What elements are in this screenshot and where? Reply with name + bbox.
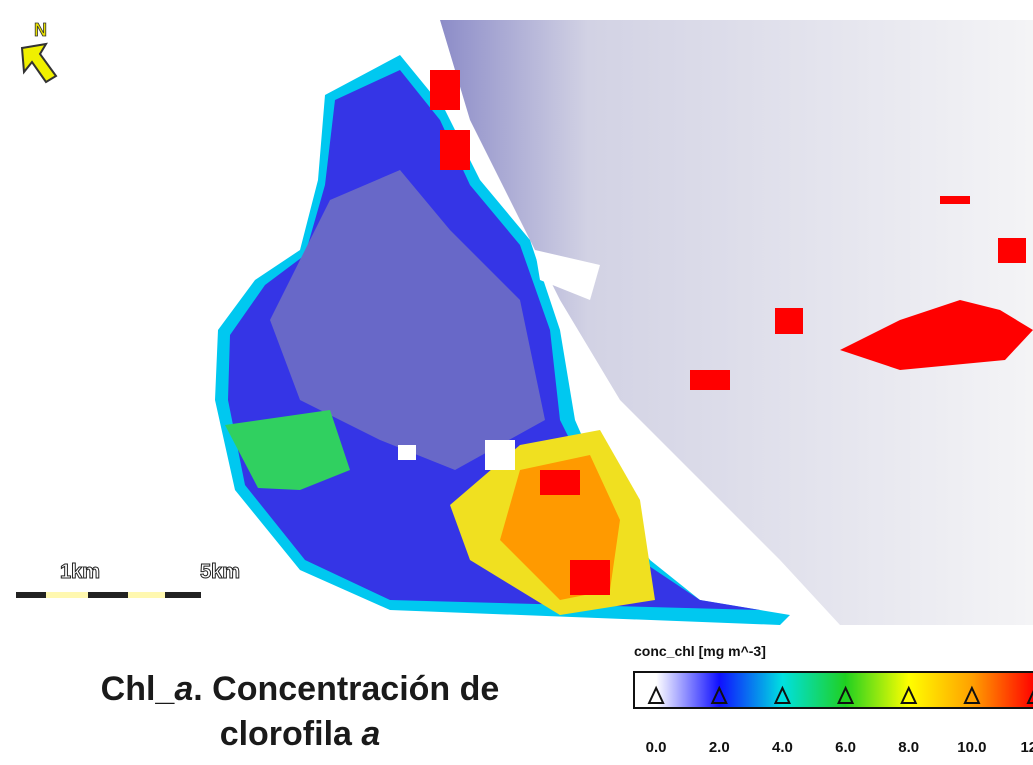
page: N 1km 5km Chl_a. Concentración de clorof…: [0, 0, 1033, 765]
red-spot: [430, 70, 460, 110]
red-spot: [540, 470, 580, 495]
caption-part: clorofila: [220, 715, 362, 753]
scale-segment: [16, 592, 46, 598]
scale-segment: [165, 592, 201, 598]
colorbar-title: conc_chl [mg m^-3]: [634, 643, 766, 659]
scale-label: 1km: [60, 561, 100, 583]
tick-label: 6.0: [835, 739, 856, 756]
scale-bar: 1km 5km: [16, 561, 240, 598]
colorbar: conc_chl [mg m^-3] 0.0 2.0 4.0 6.0 8.0 10.0 12…: [634, 643, 1033, 756]
red-patch: [775, 308, 803, 334]
north-arrow: N: [22, 20, 56, 82]
north-label: N: [34, 20, 47, 40]
caption-part: a: [361, 715, 380, 753]
scale-segment: [88, 592, 128, 598]
caption: Chl_a. Concentración de: [101, 670, 500, 708]
caption-part: a: [174, 670, 193, 708]
tick-label: 12.0: [1020, 739, 1033, 756]
tick-label: 2.0: [709, 739, 730, 756]
caption-part: . Concentración de: [193, 670, 499, 708]
red-patch: [690, 370, 730, 390]
red-spot: [570, 560, 610, 595]
map: [215, 20, 1033, 625]
white-gap: [485, 440, 515, 470]
caption-part: Chl_: [101, 670, 176, 708]
red-patch: [940, 196, 970, 204]
tick-label: 0.0: [646, 739, 667, 756]
tick-label: 8.0: [898, 739, 919, 756]
tick-label: 4.0: [772, 739, 793, 756]
tick-label: 10.0: [957, 739, 986, 756]
red-spot: [440, 130, 470, 170]
caption: clorofila a: [220, 715, 381, 753]
scale-label: 5km: [200, 561, 240, 583]
arrow: [22, 44, 56, 82]
white-gap: [398, 445, 416, 460]
red-patch: [998, 238, 1026, 263]
